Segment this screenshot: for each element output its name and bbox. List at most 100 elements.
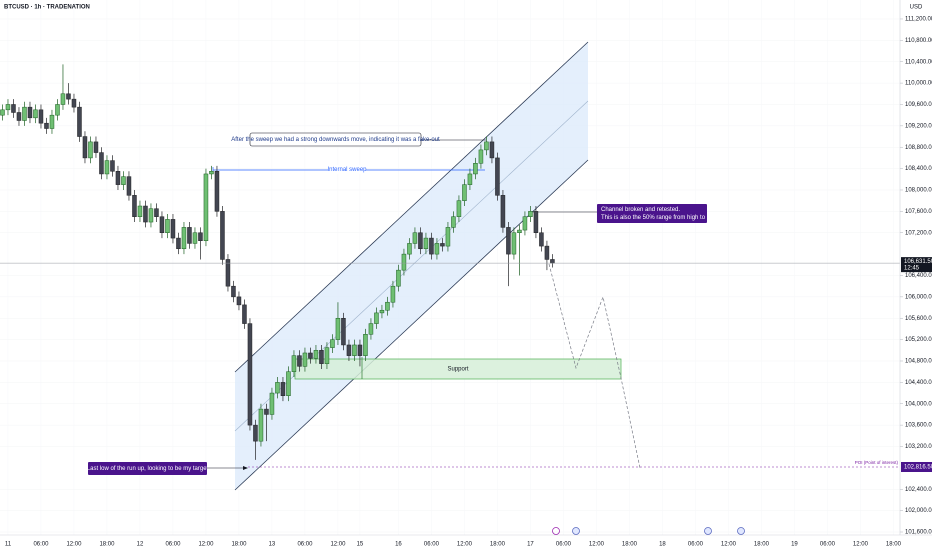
x-tick-label: 18:00 [754,542,770,548]
candle-body [121,176,126,185]
y-tick-label: 108,400.00 [905,166,932,172]
candle-body [165,219,170,233]
x-tick-label: 12:00 [589,542,605,548]
candle-body [484,141,489,151]
target-arrow-head [243,466,248,470]
candle-body [225,259,231,287]
candle-body [181,227,187,250]
candle-body [489,141,495,159]
candle-body [220,211,225,260]
y-tick-label: 104,800.00 [905,359,932,365]
channel-upper [234,41,589,373]
y-tick-label: 107,600.00 [905,209,932,215]
candle-body [363,334,368,356]
candle-body [324,347,330,364]
candle-body [462,184,467,201]
x-tick-label: 12:00 [457,542,473,548]
axis-layer: 111,200.00 110,800.00 110,400.00 110,000.00… [5,17,932,548]
candle-body [275,382,280,394]
candle-body [170,219,176,239]
candle-body [506,227,511,255]
candle-body [374,312,379,324]
candle-body [93,141,99,153]
candle-body [269,392,275,415]
x-tick-label: 12:00 [721,542,737,548]
x-tick-label: 16 [395,542,402,548]
candle-body [115,171,121,185]
countdown-label: 12:45 [904,266,920,272]
event-icon[interactable] [572,527,580,535]
y-tick-label: 106,000.00 [905,294,932,300]
y-tick-label: 111,200.00 [905,17,932,23]
candle-body [511,232,517,255]
candle-body [242,304,247,324]
candle-body [137,205,143,217]
x-tick-label: 11 [5,542,12,548]
candle-body [143,205,148,223]
candle-body [440,243,445,247]
candle-body [467,173,473,185]
candle-body [49,114,55,129]
candle-body [192,232,198,244]
candle-body [264,408,269,415]
x-tick-label: 18 [659,542,666,548]
candle-body [313,350,319,359]
x-tick-label: 12:00 [198,542,214,548]
candle-body [528,211,533,217]
candle-body [396,269,401,287]
x-tick-label: 06:00 [297,542,313,548]
x-tick-label: 06:00 [820,542,836,548]
event-icon[interactable] [552,527,560,535]
candle-body [77,106,82,137]
candle-body [335,317,341,340]
x-tick-label: 12 [137,542,144,548]
y-tick-label: 104,400.00 [905,380,932,386]
candle-body [500,195,506,228]
y-tick-label: 101,600.00 [905,530,932,536]
candle-body [473,163,478,175]
x-tick-label: 06:00 [556,542,572,548]
candle-body [330,339,335,348]
candle-body [187,227,192,244]
candle-body [214,171,220,212]
sweep-note: After the sweep we had a strong downward… [231,137,440,143]
candle-body [412,232,418,244]
sweep-note-box [249,132,422,147]
event-icon[interactable] [704,527,712,535]
candle-body [5,104,11,111]
last-price-box [901,257,932,273]
x-tick-label: 06:00 [165,542,181,548]
candle-body [544,245,550,260]
candle-body [209,171,214,175]
x-tick-label: 19 [791,542,798,548]
candle-body [60,93,66,105]
x-tick-label: 06:00 [33,542,49,548]
candle-body [247,323,253,426]
candle-body [22,106,27,121]
candle-body [148,208,154,223]
y-tick-label: 106,400.00 [905,273,932,279]
candle-body [280,382,286,396]
candle-body [203,173,209,242]
candle-body [0,109,5,116]
candle-body [110,160,115,172]
candle-body [385,301,390,311]
y-tick-label: 102,000.00 [905,508,932,514]
channel-note-line: Channel broken and retested. [601,207,680,213]
y-tick-label: 107,200.00 [905,230,932,236]
x-tick-label: 06:00 [688,542,704,548]
event-icon[interactable] [737,527,745,535]
price-axis [900,0,932,550]
candle-body [236,296,242,306]
candle-body [71,98,77,108]
candle-body [434,243,440,255]
candle-body [522,216,528,231]
candle-body [478,149,484,164]
x-tick-label: 18:00 [490,542,506,548]
chart-title: BTCUSD · 1h · TRADENATION [4,5,90,11]
x-tick-label: 18:00 [886,542,902,548]
candle-body [297,355,302,367]
y-tick-label: 104,000.00 [905,401,932,407]
candle-body [154,208,159,217]
